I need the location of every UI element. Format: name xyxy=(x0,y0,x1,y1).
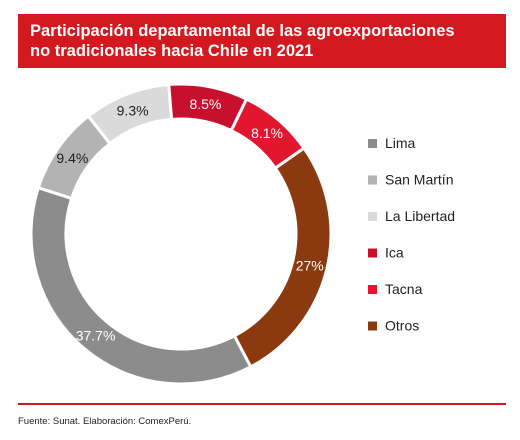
donut-data-labels: 37.7% 9.4% 9.3% 8.5% 8.1% 27% xyxy=(56,96,323,344)
footer-divider xyxy=(18,403,506,405)
legend-label-otros: Otros xyxy=(385,318,419,334)
legend-swatch-ica xyxy=(368,248,377,258)
legend-swatch-lima xyxy=(368,139,377,148)
data-label-san-martin: 9.4% xyxy=(56,150,88,166)
donut-slices xyxy=(29,82,333,386)
legend-label-san-martin: San Martín xyxy=(385,172,453,188)
chart-title-line-2: no tradicionales hacia Chile en 2021 xyxy=(30,42,314,60)
data-label-tacna: 8.1% xyxy=(251,125,283,141)
chart-title: Participación departamental de las agroe… xyxy=(18,14,506,68)
legend-swatch-otros xyxy=(368,321,377,331)
slice-otros xyxy=(232,146,333,369)
source-note: Fuente: Sunat. Elaboración: ComexPerú. xyxy=(18,416,192,427)
legend-swatch-tacna xyxy=(368,285,377,294)
data-label-ica: 8.5% xyxy=(189,96,221,112)
data-label-lima: 37.7% xyxy=(76,327,116,343)
chart-title-line-1: Participación departamental de las agroe… xyxy=(30,22,455,40)
chart-legend: Lima San Martín La Libertad Ica Tacna Otros xyxy=(368,135,455,334)
legend-label-la-libertad: La Libertad xyxy=(385,208,455,224)
legend-label-tacna: Tacna xyxy=(385,281,423,297)
legend-label-ica: Ica xyxy=(385,245,404,261)
legend-swatch-san-martin xyxy=(368,175,377,185)
legend-swatch-la-libertad xyxy=(368,212,377,221)
legend-label-lima: Lima xyxy=(385,135,416,151)
slice-lima xyxy=(29,186,253,386)
data-label-la-libertad: 9.3% xyxy=(117,103,149,119)
data-label-otros: 27% xyxy=(296,257,324,273)
